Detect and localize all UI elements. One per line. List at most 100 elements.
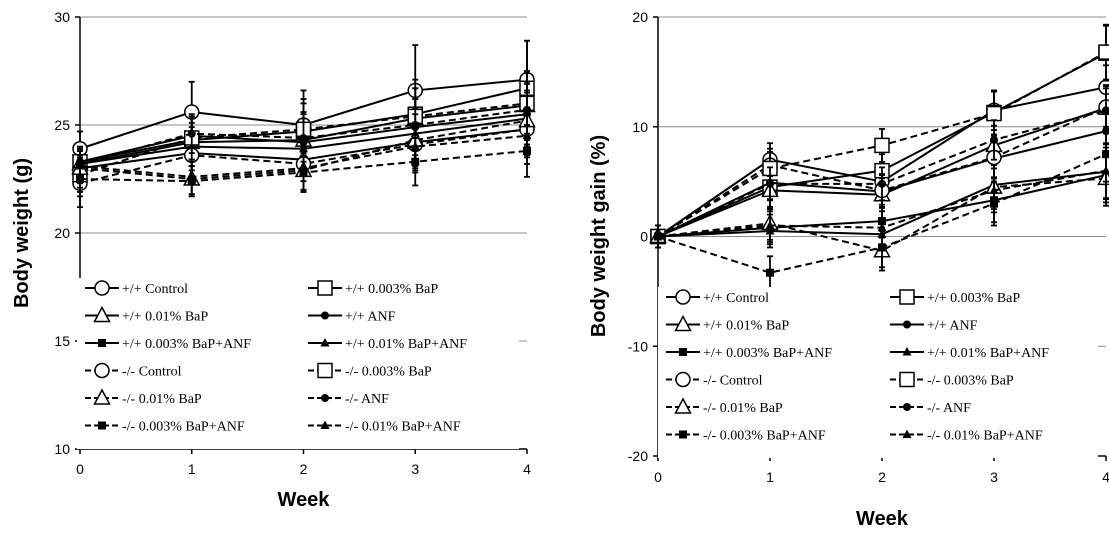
- legend: +/+ Control +/+ 0.003% BaP +/+ 0.01% BaP +/…: [658, 287, 1098, 458]
- legend-swatch-marker: [902, 347, 912, 356]
- series: [650, 24, 1109, 249]
- legend-label: +/+ ANF: [345, 310, 396, 325]
- data-point: [653, 231, 663, 240]
- y-tick-label: 30: [54, 9, 70, 25]
- y-tick-label: -10: [628, 338, 648, 354]
- data-point: [766, 268, 774, 277]
- legend-swatch-marker: [674, 314, 692, 332]
- data-point: [874, 137, 890, 154]
- y-axis-label: Body weight gain (%): [588, 135, 610, 337]
- y-tick-label: -20: [628, 448, 648, 464]
- legend-swatch-marker: [902, 429, 912, 438]
- x-tick-label: 3: [411, 461, 419, 477]
- y-tick-label: 20: [54, 225, 70, 241]
- x-tick-label: 1: [188, 461, 196, 477]
- legend-swatch-marker: [675, 371, 691, 388]
- legend-label: -/- Control: [703, 374, 763, 389]
- legend-swatch-marker: [93, 388, 111, 405]
- legend-label: +/+ 0.01% BaP: [703, 319, 789, 334]
- x-tick-label: 1: [766, 469, 774, 485]
- legend-swatch-marker: [98, 421, 106, 430]
- legend-swatch-marker: [320, 338, 330, 347]
- legend-swatch-marker: [899, 289, 915, 305]
- series: [650, 23, 1109, 249]
- data-point: [522, 130, 532, 140]
- legend-swatch-marker: [320, 420, 330, 429]
- y-axis-label: Body weight (g): [11, 158, 33, 308]
- legend-label: -/- 0.01% BaP+ANF: [927, 429, 1043, 444]
- data-point: [765, 220, 775, 230]
- data-point: [989, 185, 999, 194]
- data-point: [878, 243, 886, 252]
- x-axis-label: Week: [278, 489, 331, 511]
- legend-label: +/+ 0.01% BaP+ANF: [927, 346, 1049, 361]
- legend-swatch-marker: [675, 289, 691, 305]
- data-point: [766, 179, 774, 188]
- legend-label: +/+ 0.003% BaP: [345, 282, 438, 297]
- data-point: [1098, 79, 1109, 95]
- data-point: [410, 141, 420, 151]
- x-tick-label: 2: [300, 461, 308, 477]
- legend-swatch-marker: [679, 430, 687, 439]
- data-point: [986, 105, 1002, 122]
- data-point: [187, 171, 197, 181]
- series: [75, 106, 532, 196]
- data-point: [1102, 106, 1109, 115]
- legend-swatch-marker: [98, 339, 106, 347]
- series-line: [79, 108, 528, 165]
- x-tick-label: 2: [878, 469, 886, 485]
- y-tick-label: 10: [632, 119, 648, 135]
- data-point: [299, 163, 308, 172]
- legend-background: [77, 278, 519, 449]
- legend-label: -/- Control: [122, 365, 182, 380]
- x-tick-label: 0: [654, 469, 662, 485]
- legend-swatch-marker: [679, 348, 687, 356]
- y-tick-label: 15: [54, 333, 70, 349]
- legend-swatch-marker: [899, 371, 915, 388]
- legend-swatch-marker: [93, 305, 111, 323]
- x-tick-label: 3: [990, 469, 998, 485]
- legend-label: +/+ 0.003% BaP+ANF: [122, 337, 251, 352]
- legend-swatch-marker: [317, 280, 333, 296]
- legend-swatch-marker: [674, 397, 692, 414]
- legend-swatch-marker: [903, 320, 911, 329]
- legend-swatch-marker: [321, 394, 329, 402]
- legend-swatch-marker: [903, 403, 911, 411]
- legend-label: -/- 0.003% BaP+ANF: [703, 429, 826, 444]
- data-point: [990, 135, 998, 144]
- legend-swatch-marker: [321, 311, 329, 320]
- legend-label: -/- ANF: [927, 401, 971, 416]
- x-tick-label: 4: [1102, 469, 1109, 485]
- legend-label: +/+ ANF: [927, 319, 978, 334]
- data-point: [75, 161, 85, 170]
- legend-label: +/+ 0.003% BaP: [927, 291, 1020, 306]
- legend-label: +/+ 0.003% BaP+ANF: [703, 346, 832, 361]
- legend-label: +/+ 0.01% BaP+ANF: [345, 337, 467, 352]
- legend-swatch-marker: [94, 280, 110, 296]
- legend-label: +/+ 0.01% BaP: [122, 310, 208, 325]
- legend-label: -/- 0.003% BaP+ANF: [122, 420, 245, 435]
- legend-swatch-marker: [94, 362, 110, 379]
- y-tick-label: 10: [54, 441, 70, 457]
- series: [653, 142, 1109, 249]
- data-point: [877, 222, 887, 232]
- body-weight-gain-chart: -20 -10 0 10 20 0 1 2 3 4 Week Body weight gain (%)…: [588, 9, 1109, 530]
- legend-label: -/- 0.01% BaP+ANF: [345, 420, 461, 435]
- legend-label: -/- 0.003% BaP: [927, 374, 1014, 389]
- y-tick-label: 20: [632, 9, 648, 25]
- data-point: [1101, 165, 1109, 175]
- legend-label: +/+ Control: [703, 291, 769, 306]
- x-tick-label: 4: [523, 461, 531, 477]
- data-point: [187, 129, 196, 138]
- legend-label: -/- 0.01% BaP: [703, 401, 783, 416]
- series-line: [79, 128, 528, 185]
- series-line: [79, 102, 528, 176]
- legend-label: -/- ANF: [345, 392, 389, 407]
- x-axis-label: Week: [856, 508, 909, 530]
- data-point: [299, 133, 308, 142]
- legend-label: -/- 0.01% BaP: [122, 392, 202, 407]
- x-tick-label: 0: [76, 461, 84, 477]
- legend-label: +/+ Control: [122, 282, 188, 297]
- legend: +/+ Control +/+ 0.003% BaP +/+ 0.01% BaP +/…: [77, 278, 519, 449]
